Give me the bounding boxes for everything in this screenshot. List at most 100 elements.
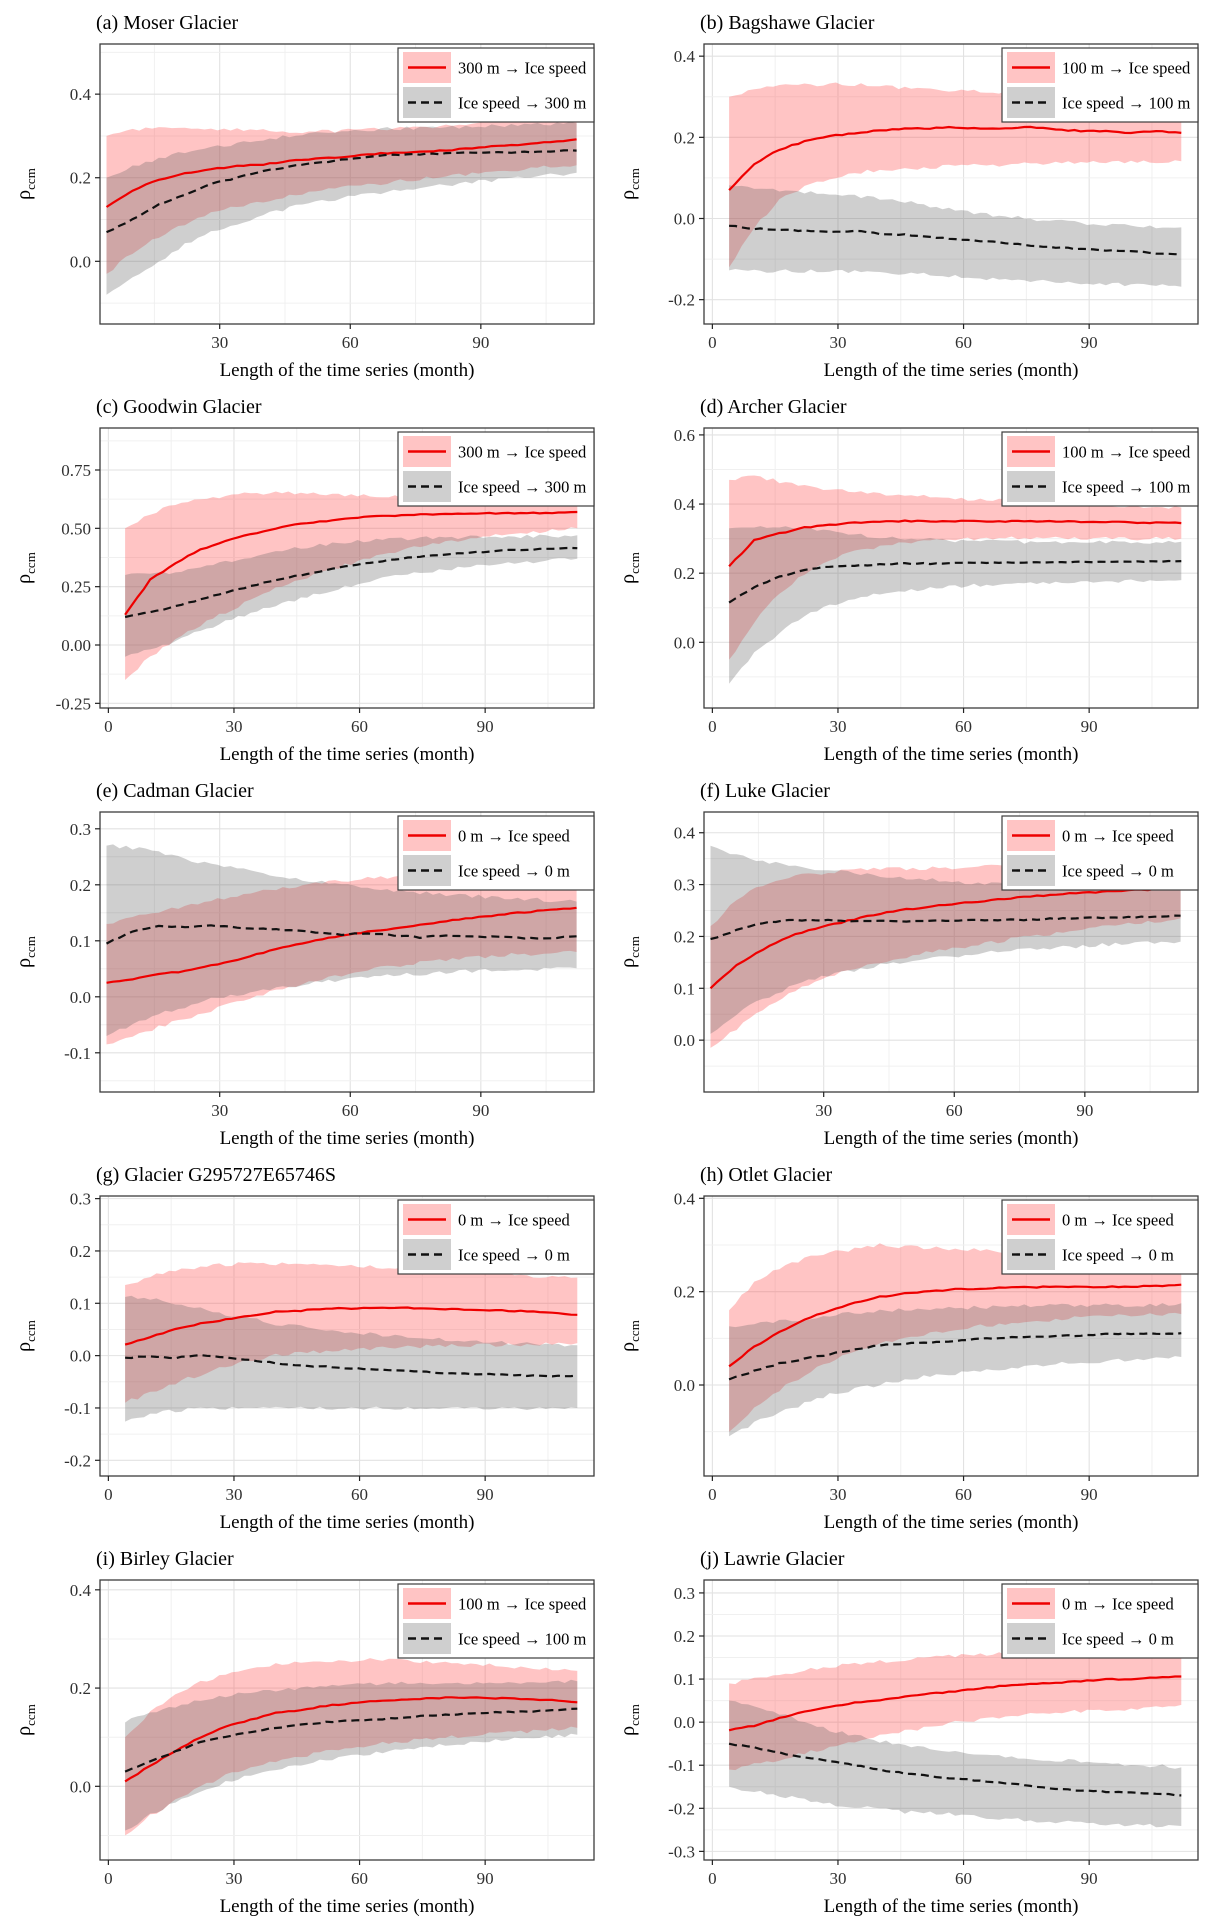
legend-label: Ice speed → 300 m	[458, 478, 586, 497]
series-line-red	[124, 1306, 578, 1346]
confidence-band-red	[729, 1646, 1182, 1771]
chart-svg: 0.0 0.2 0.4 30 60 90 ρccm Length of the time se…	[13, 43, 595, 381]
x-tick-label: 30	[225, 1869, 242, 1888]
legend-entry: 0 m → Ice speed	[1007, 1204, 1175, 1235]
legend-label: Ice speed → 100 m	[458, 1630, 586, 1649]
x-tick-label: 90	[1076, 1101, 1093, 1120]
y-axis-label: ρccm	[617, 552, 642, 584]
chart-panel: (g) Glacier G295727E65746S -0.2 -0.1 0.0 0.1…	[0, 1152, 604, 1536]
confidence-band-gray	[729, 1303, 1182, 1437]
y-tick-label: 0.1	[674, 1670, 695, 1689]
x-tick-label: 0	[104, 717, 113, 736]
y-tick-label: 0.75	[61, 461, 91, 480]
confidence-band-gray	[125, 534, 578, 657]
x-tick-label: 60	[955, 717, 972, 736]
legend-entry: 300 m → Ice speed	[403, 52, 587, 83]
legend: 100 m → Ice speed Ice speed → 100 m	[397, 1583, 595, 1659]
x-tick-label: 30	[815, 1101, 832, 1120]
legend-label: Ice speed → 0 m	[1062, 1246, 1174, 1265]
y-tick-label: -0.3	[668, 1842, 695, 1861]
y-tick-label: 0.1	[70, 932, 91, 951]
x-tick-label: 90	[477, 717, 494, 736]
panel-title: (c) Goodwin Glacier	[96, 396, 262, 418]
legend-label: 0 m → Ice speed	[1062, 1211, 1175, 1230]
chart-svg: -0.2 -0.1 0.0 0.1 0.2 0.3 0 30 60 90 ρccm Length of…	[13, 1190, 595, 1533]
panel-border	[703, 1195, 1199, 1477]
x-tick-label: 60	[946, 1101, 963, 1120]
y-tick-label: 0.2	[70, 1679, 91, 1698]
chart-panel: (c) Goodwin Glacier -0.25 0.00 0.25 0.50 0.75…	[0, 384, 604, 768]
y-tick-label: 0.25	[61, 578, 91, 597]
x-axis-label: Length of the time series (month)	[220, 1512, 475, 1533]
y-tick-label: 0.2	[674, 128, 695, 147]
series-line-black-dashed	[728, 559, 1182, 604]
confidence-band-gray	[106, 121, 577, 295]
panel-border	[703, 43, 1199, 325]
y-tick-label: 0.0	[674, 1376, 695, 1395]
panel-border	[99, 1195, 595, 1477]
x-axis-label: Length of the time series (month)	[220, 360, 475, 381]
y-tick-label: 0.1	[70, 1294, 91, 1313]
panel-border	[703, 811, 1199, 1093]
legend-entry: 100 m → Ice speed	[1007, 52, 1191, 83]
confidence-band-red	[125, 1262, 578, 1403]
chart-svg: 0.0 0.1 0.2 0.3 0.4 30 60 90 ρccm Length of the t…	[617, 811, 1199, 1149]
series-line-red	[124, 1696, 578, 1783]
series-line-black-dashed	[710, 914, 1181, 941]
series-line-black-dashed	[106, 149, 577, 234]
y-axis-label: ρccm	[13, 936, 38, 968]
y-tick-label: 0.4	[70, 85, 92, 104]
legend-entry: 0 m → Ice speed	[1007, 820, 1175, 851]
panel-title: (a) Moser Glacier	[96, 12, 239, 34]
y-tick-label: 0.2	[70, 169, 91, 188]
legend-label: Ice speed → 0 m	[1062, 1630, 1174, 1649]
chart-svg: 0.0 0.2 0.4 0 30 60 90 ρccm Length of the time s…	[617, 1189, 1199, 1533]
series-line-black-dashed	[729, 224, 1182, 256]
x-tick-label: 0	[708, 1485, 717, 1504]
panel-title: (d) Archer Glacier	[700, 396, 847, 418]
panel-title: (e) Cadman Glacier	[96, 780, 254, 802]
series-line-black-dashed	[728, 1332, 1182, 1381]
legend-label: 100 m → Ice speed	[1062, 59, 1191, 78]
y-axis-label: ρccm	[13, 552, 38, 584]
series-line-red	[728, 1675, 1182, 1732]
panel-border	[99, 811, 595, 1093]
x-tick-label: 0	[104, 1869, 113, 1888]
chart-panel: (i) Birley Glacier 0.0 0.2 0.4 0 30 60 90 ρccm Le…	[0, 1536, 604, 1920]
legend-label: 300 m → Ice speed	[458, 443, 587, 462]
chart-panel: (j) Lawrie Glacier -0.3 -0.2 -0.1 0.0 0.1 0.2 0…	[604, 1536, 1209, 1920]
legend-entry: Ice speed → 100 m	[1007, 87, 1190, 118]
panel-title: (g) Glacier G295727E65746S	[96, 1164, 336, 1186]
series-line-black-dashed	[728, 1742, 1182, 1797]
confidence-band-red	[125, 491, 578, 680]
series-line-black-dashed	[124, 546, 578, 619]
chart-panel: (d) Archer Glacier 0.0 0.2 0.4 0.6 0 30 60 90 ρcc…	[604, 384, 1209, 768]
y-tick-label: 0.3	[70, 820, 91, 839]
chart-panel: (a) Moser Glacier 0.0 0.2 0.4 30 60 90 ρccm Leng…	[0, 0, 604, 384]
legend: 0 m → Ice speed Ice speed → 0 m	[397, 1199, 595, 1275]
panel-border	[99, 1579, 595, 1861]
chart-panel: (e) Cadman Glacier -0.1 0.0 0.1 0.2 0.3 30 60 90…	[0, 768, 604, 1152]
legend: 0 m → Ice speed Ice speed → 0 m	[1001, 815, 1199, 891]
x-tick-label: 30	[829, 717, 846, 736]
x-tick-label: 30	[829, 1485, 846, 1504]
chart-svg: 0.0 0.2 0.4 0 30 60 90 ρccm Length of the time s…	[13, 1579, 595, 1917]
confidence-band-red	[710, 857, 1181, 1048]
legend-entry: 100 m → Ice speed	[403, 1588, 587, 1619]
confidence-band-gray	[729, 1700, 1182, 1828]
x-tick-label: 90	[1081, 333, 1098, 352]
series-line-black-dashed	[105, 924, 577, 945]
legend-label: Ice speed → 0 m	[1062, 862, 1174, 881]
y-tick-label: 0.2	[70, 876, 91, 895]
chart-svg: -0.3 -0.2 -0.1 0.0 0.1 0.2 0.3 0 30 60 90 ρccm Lengt…	[617, 1579, 1199, 1917]
series-line-red	[728, 125, 1182, 191]
legend-label: Ice speed → 0 m	[458, 1246, 570, 1265]
confidence-band-red	[106, 870, 577, 1045]
y-tick-label: 0.2	[674, 1283, 695, 1302]
x-tick-label: 90	[477, 1869, 494, 1888]
panel-title: (i) Birley Glacier	[96, 1548, 234, 1570]
y-tick-label: 0.4	[674, 495, 696, 514]
x-tick-label: 30	[225, 717, 242, 736]
legend-label: Ice speed → 300 m	[458, 94, 586, 113]
y-tick-label: 0.0	[674, 1031, 695, 1050]
